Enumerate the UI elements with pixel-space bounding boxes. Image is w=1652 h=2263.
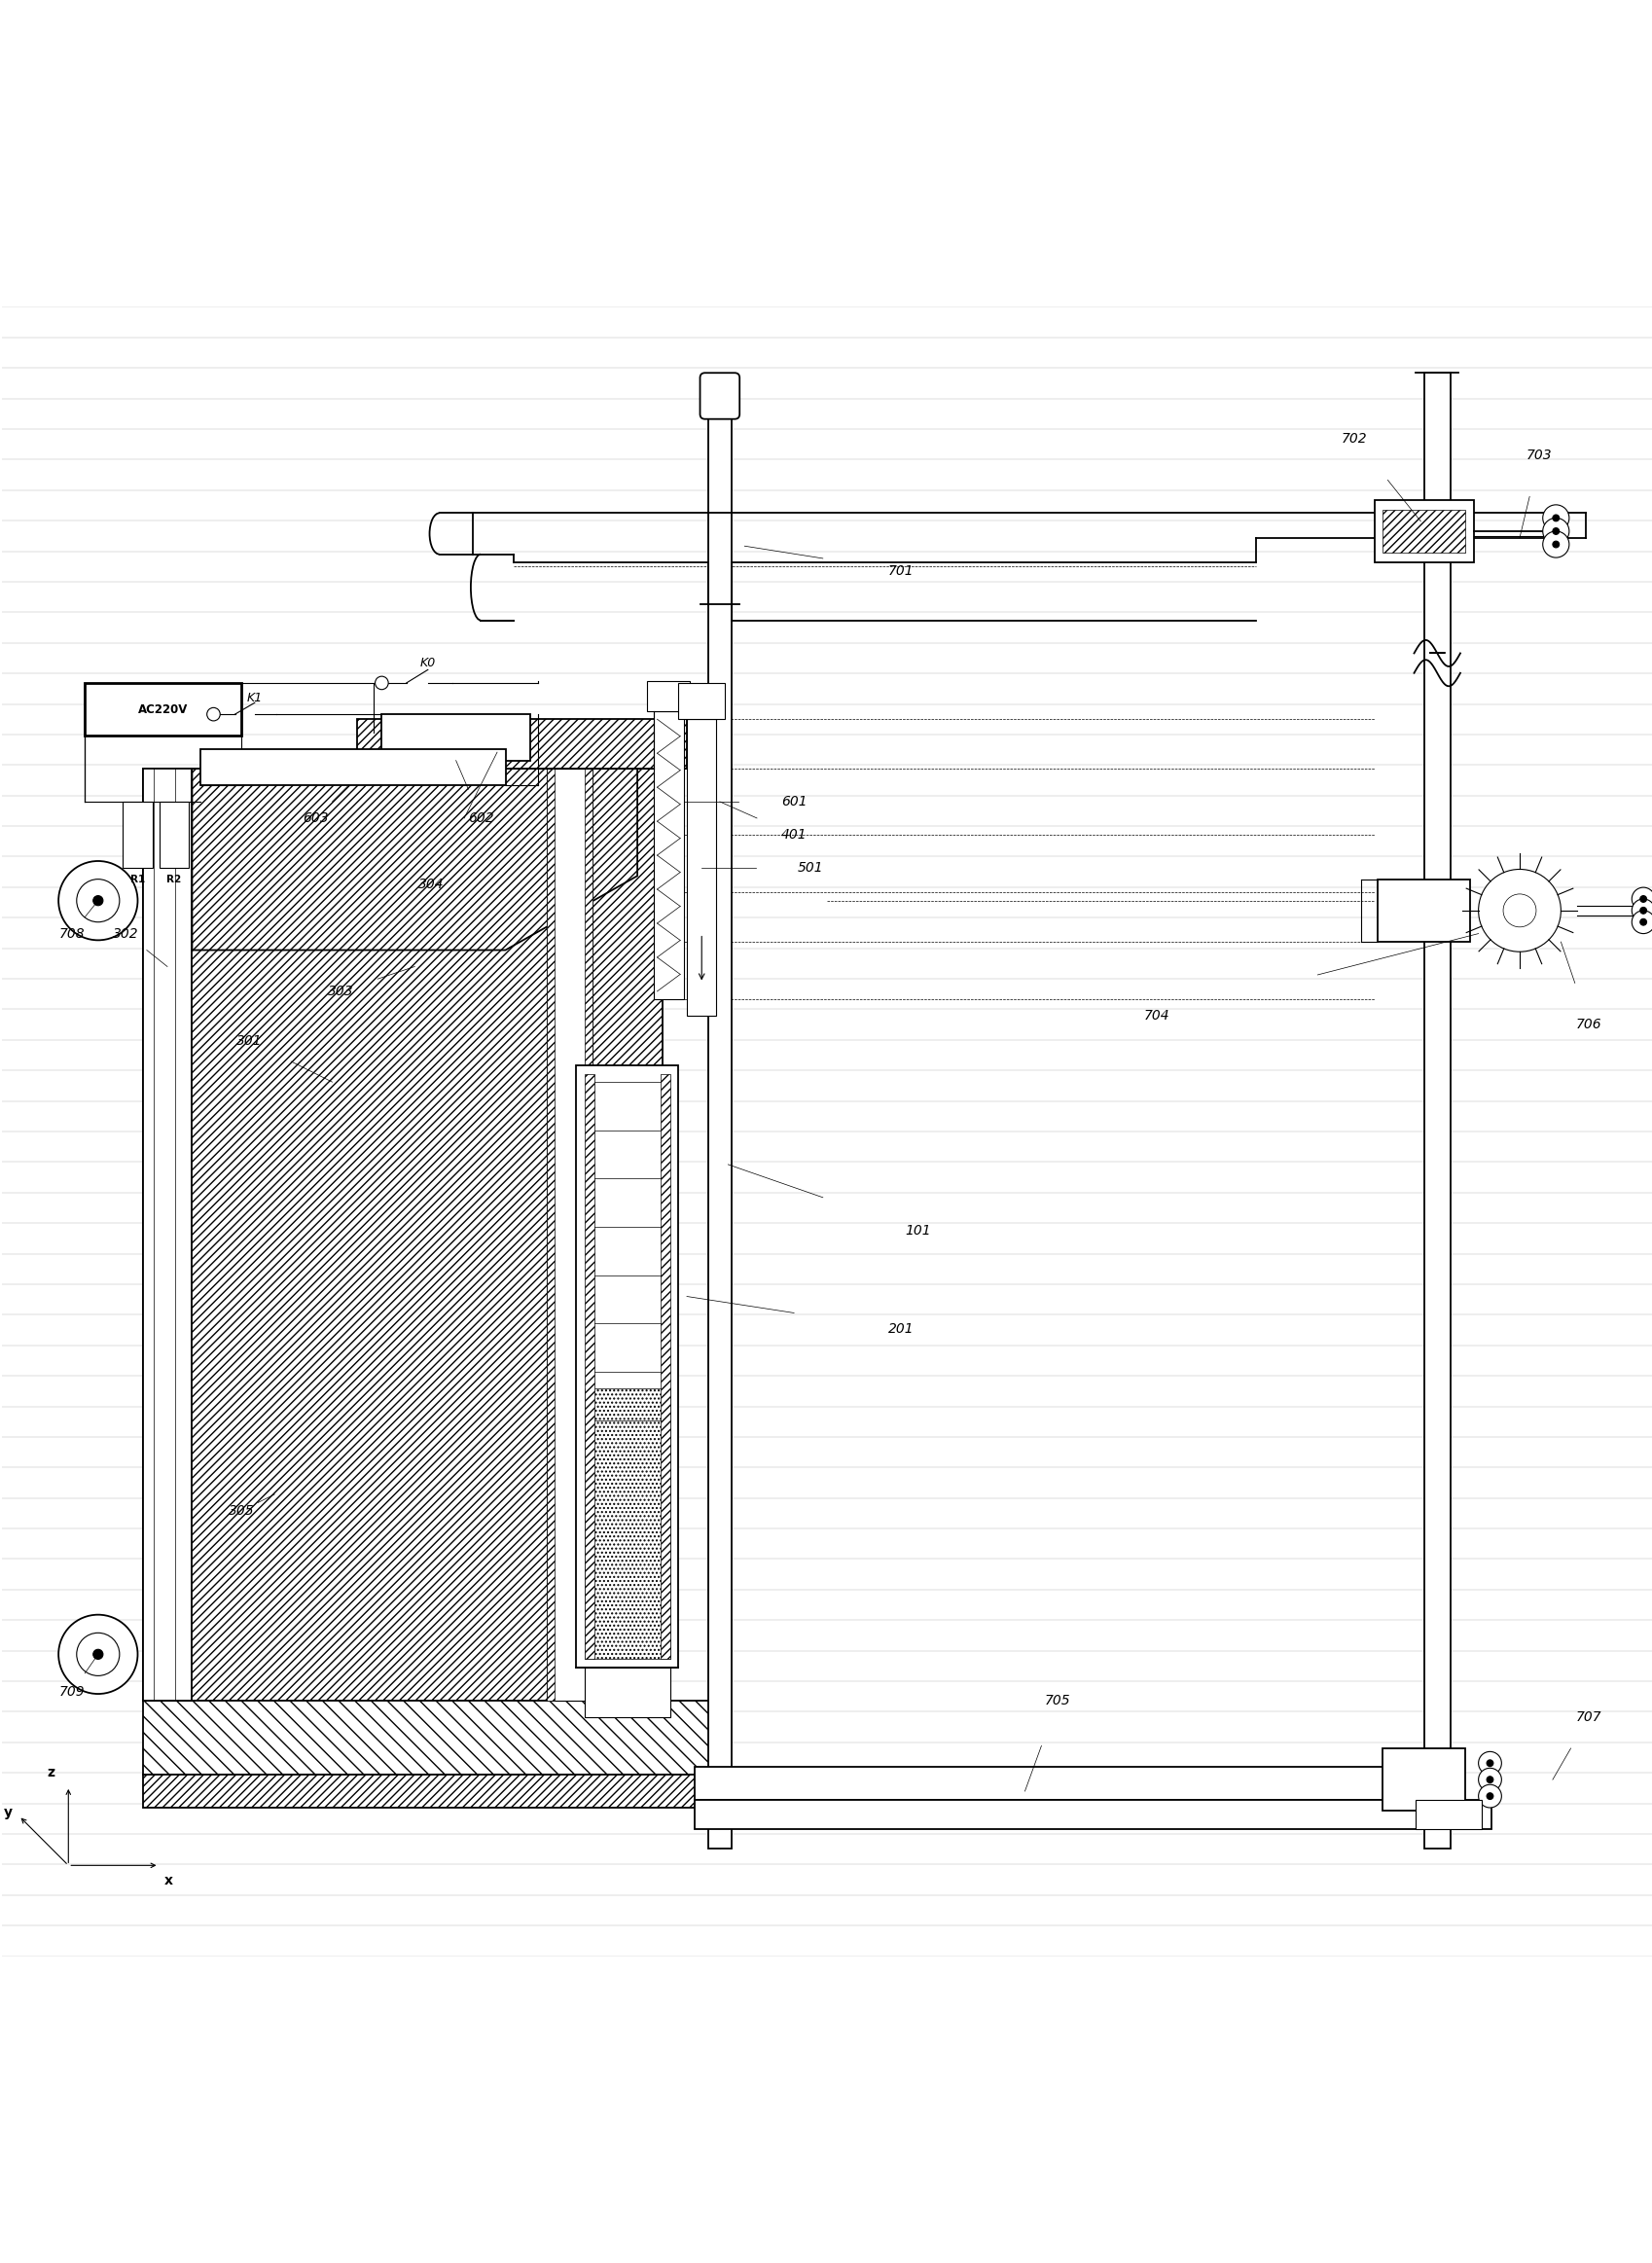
Text: 707: 707 (1574, 1711, 1601, 1724)
Text: 703: 703 (1526, 448, 1551, 462)
Circle shape (1551, 514, 1558, 520)
Text: R2: R2 (167, 874, 182, 885)
Circle shape (1477, 1767, 1500, 1792)
Text: 601: 601 (781, 794, 806, 808)
Circle shape (58, 1616, 137, 1695)
Bar (577, 1066, 679, 1668)
Text: 201: 201 (887, 1322, 914, 1335)
Text: x: x (164, 1874, 173, 1887)
Circle shape (206, 708, 220, 722)
Circle shape (1541, 518, 1568, 545)
Bar (687, 720, 715, 1016)
Text: 702: 702 (1341, 432, 1366, 446)
Text: 602: 602 (468, 812, 494, 826)
Text: R1: R1 (131, 874, 145, 885)
Circle shape (1631, 898, 1652, 921)
Bar (695, 1799, 1490, 1829)
Text: K0: K0 (420, 656, 436, 670)
Circle shape (1639, 919, 1645, 926)
Bar (585, 1073, 595, 1659)
Bar (679, 683, 724, 720)
Bar (648, 681, 691, 711)
Bar (547, 769, 555, 1700)
Circle shape (1477, 869, 1559, 953)
Bar (661, 1073, 671, 1659)
Circle shape (1477, 1752, 1500, 1774)
Text: 101: 101 (904, 1224, 930, 1238)
Circle shape (93, 1650, 102, 1659)
Bar (1383, 509, 1464, 552)
Circle shape (1485, 1792, 1492, 1799)
Text: 501: 501 (798, 860, 823, 874)
Text: 704: 704 (1143, 1009, 1170, 1023)
Circle shape (58, 860, 137, 939)
Text: K1: K1 (246, 692, 263, 704)
Bar (547, 769, 593, 1700)
Text: 401: 401 (781, 828, 806, 842)
Circle shape (1639, 907, 1645, 914)
Circle shape (1502, 894, 1535, 928)
Text: 303: 303 (327, 984, 354, 998)
Circle shape (1541, 505, 1568, 532)
Circle shape (1551, 527, 1558, 534)
Bar (654, 711, 684, 1000)
Circle shape (1631, 910, 1652, 935)
Text: 706: 706 (1574, 1018, 1601, 1032)
Circle shape (1631, 887, 1652, 910)
Circle shape (1485, 1761, 1492, 1767)
Bar (142, 769, 192, 1700)
Circle shape (1477, 1786, 1500, 1808)
Text: y: y (3, 1806, 12, 1819)
Bar (1374, 500, 1472, 563)
Bar (1378, 878, 1469, 941)
Bar (142, 769, 662, 1700)
Text: 304: 304 (418, 878, 444, 892)
Bar (1416, 1799, 1480, 1829)
Circle shape (1551, 541, 1558, 548)
Bar (707, 414, 730, 1849)
Text: 302: 302 (112, 928, 139, 941)
Bar (585, 1668, 671, 1718)
Bar (142, 1774, 743, 1808)
Bar (159, 801, 188, 867)
Text: 705: 705 (1044, 1693, 1070, 1706)
Text: 701: 701 (887, 563, 914, 577)
Text: 305: 305 (228, 1505, 254, 1518)
Polygon shape (192, 769, 638, 950)
Bar (200, 749, 506, 785)
Circle shape (76, 1634, 119, 1675)
Circle shape (1541, 532, 1568, 557)
Text: 603: 603 (302, 812, 329, 826)
Bar (142, 1700, 710, 1774)
Bar (1383, 1749, 1464, 1810)
Circle shape (93, 896, 102, 905)
Circle shape (76, 878, 119, 921)
Bar (84, 683, 241, 735)
Bar (122, 801, 152, 867)
Bar (585, 1389, 671, 1659)
Circle shape (1639, 896, 1645, 903)
FancyBboxPatch shape (699, 373, 738, 419)
Bar (382, 715, 530, 760)
Text: 708: 708 (59, 928, 84, 941)
Circle shape (1485, 1776, 1492, 1783)
Circle shape (375, 677, 388, 690)
Bar (585, 769, 593, 1700)
Bar (1422, 373, 1449, 1849)
Text: AC220V: AC220V (139, 704, 188, 715)
Text: z: z (48, 1765, 55, 1779)
Bar (357, 720, 687, 769)
Bar (695, 1767, 1449, 1799)
Text: 709: 709 (59, 1686, 84, 1700)
Text: 301: 301 (236, 1034, 263, 1048)
